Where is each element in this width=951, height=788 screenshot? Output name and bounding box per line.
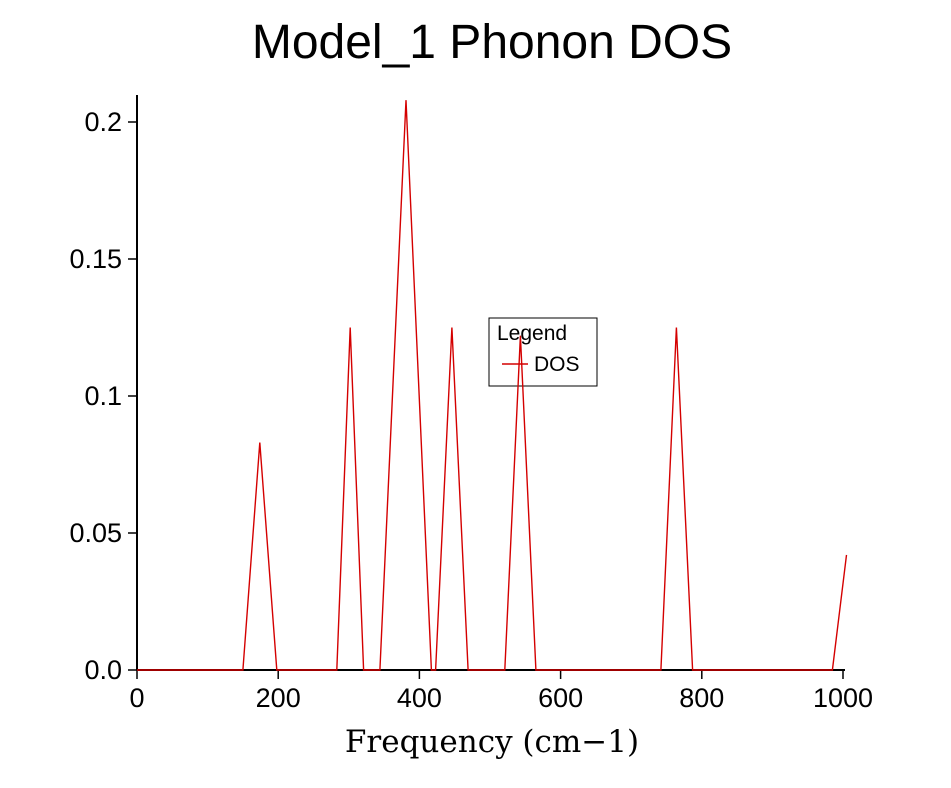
legend: Legend DOS: [488, 317, 598, 387]
y-tick-label: 0.05: [69, 518, 122, 548]
x-tick-label: 600: [538, 683, 583, 713]
x-ticks: 0 200 400 600 800 1000: [129, 670, 873, 713]
y-tick-label: 0.15: [69, 244, 122, 274]
x-tick-label: 0: [129, 683, 144, 713]
x-tick-label: 1000: [813, 683, 873, 713]
chart-title: Model_1 Phonon DOS: [252, 16, 732, 69]
x-tick-label: 200: [256, 683, 301, 713]
y-tick-label: 0.0: [84, 655, 122, 685]
x-axis-label: Frequency (cm−1): [345, 724, 639, 760]
legend-title: Legend: [497, 322, 567, 345]
x-tick-label: 800: [679, 683, 724, 713]
axes: 0 200 400 600 800 1000 0.0 0.05 0.1 0.15 0.2: [69, 95, 873, 713]
legend-entry-label: DOS: [534, 353, 580, 376]
legend-box: [488, 317, 598, 387]
dos-line: [137, 100, 848, 671]
y-ticks: 0.0 0.05 0.1 0.15 0.2: [69, 107, 137, 685]
x-tick-label: 400: [397, 683, 442, 713]
y-tick-label: 0.2: [84, 107, 122, 137]
y-tick-label: 0.1: [84, 381, 122, 411]
